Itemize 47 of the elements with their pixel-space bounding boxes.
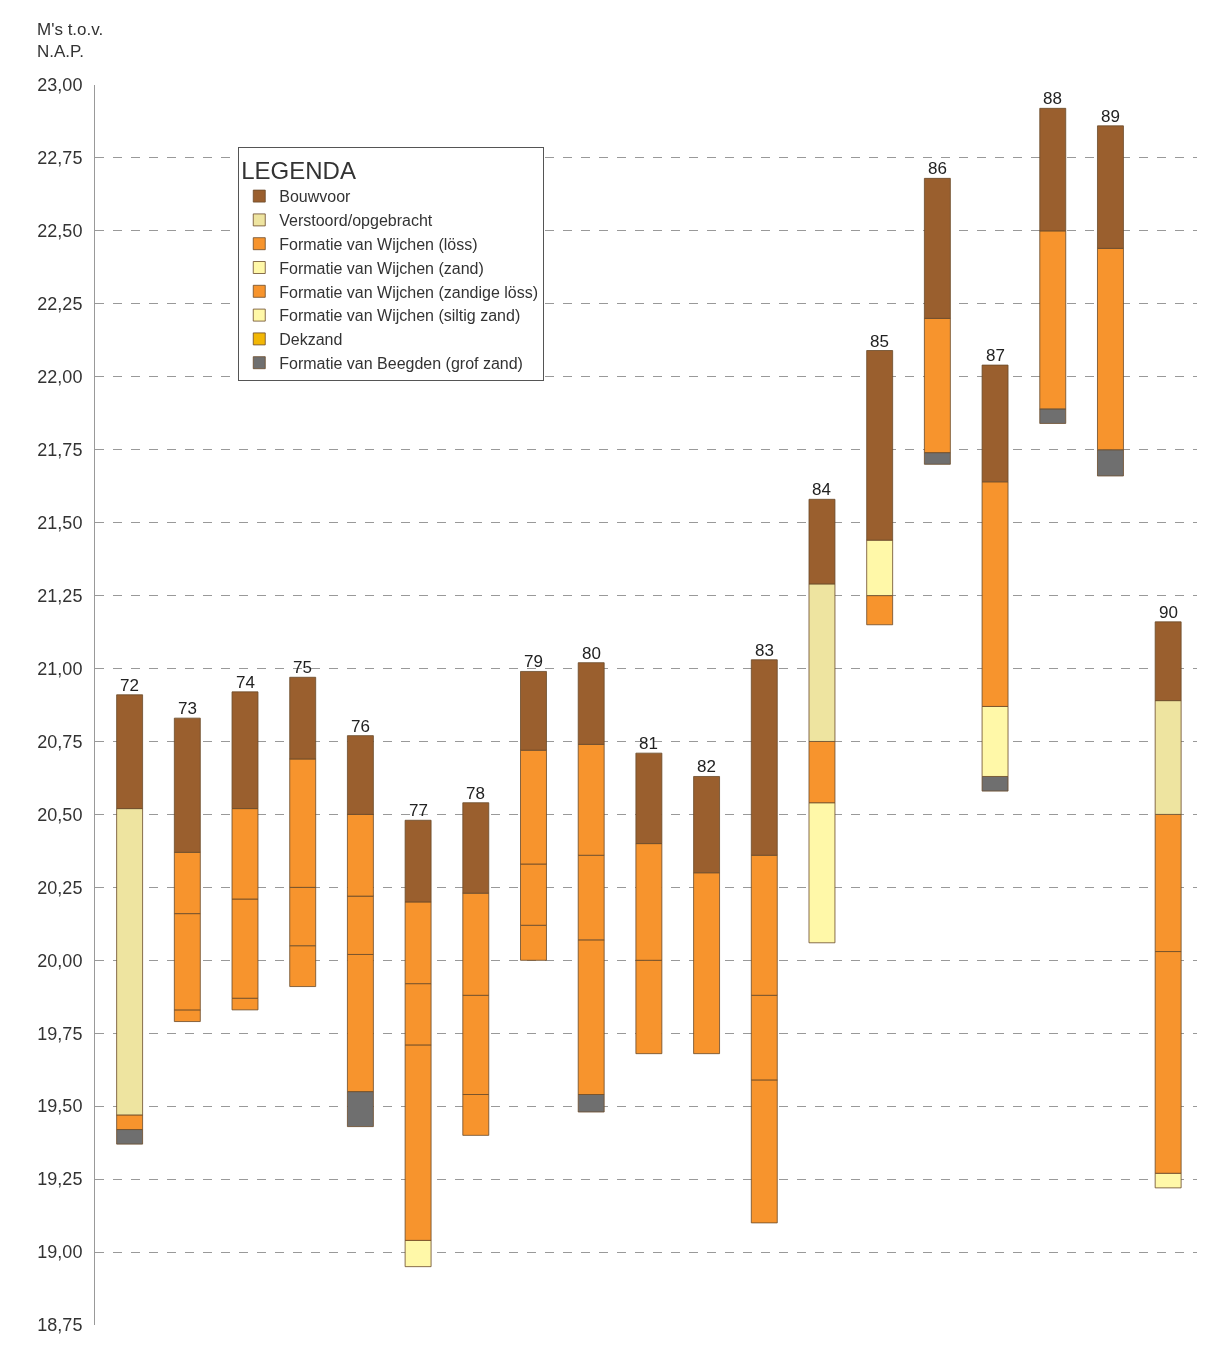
x-tick-label: 80 bbox=[582, 644, 601, 663]
legend-title: LEGENDA bbox=[241, 157, 356, 185]
legend-label: Formatie van Wijchen (löss) bbox=[279, 235, 478, 253]
x-tick-label: 81 bbox=[639, 734, 658, 753]
y-tick-label: 22,00 bbox=[37, 367, 83, 388]
x-tick-label: 90 bbox=[1159, 603, 1178, 622]
x-tick-label: 87 bbox=[986, 346, 1005, 365]
x-tick-label: 89 bbox=[1101, 107, 1120, 126]
y-tick-label: 23,00 bbox=[37, 75, 83, 96]
y-tick-label: 21,50 bbox=[37, 512, 83, 533]
x-tick-label: 73 bbox=[178, 699, 197, 718]
legend-label: Formatie van Wijchen (zand) bbox=[279, 259, 484, 277]
x-tick-label: 82 bbox=[697, 757, 716, 776]
x-tick-label: 74 bbox=[236, 673, 255, 692]
y-tick-label: 19,00 bbox=[37, 1242, 83, 1263]
x-tick-label: 78 bbox=[466, 784, 485, 803]
x-tick-label: 88 bbox=[1043, 89, 1062, 108]
y-tick-label: 18,75 bbox=[37, 1315, 83, 1336]
y-tick-label: 21,25 bbox=[37, 585, 83, 606]
y-tick-label: 21,00 bbox=[37, 658, 83, 679]
y-tick-label: 19,25 bbox=[37, 1169, 83, 1190]
y-tick-label: 21,75 bbox=[37, 440, 83, 461]
y-tick-label: 19,50 bbox=[37, 1096, 83, 1117]
legend-label: Formatie van Wijchen (siltig zand) bbox=[279, 307, 521, 325]
y-tick-label: 20,75 bbox=[37, 731, 83, 752]
x-tick-label: 76 bbox=[351, 717, 370, 736]
x-tick-label: 79 bbox=[524, 652, 543, 671]
y-tick-label: 20,25 bbox=[37, 877, 83, 898]
x-tick-label: 77 bbox=[409, 801, 428, 820]
legend-label: Verstoord/opgebracht bbox=[279, 212, 433, 230]
x-tick-label: 83 bbox=[755, 641, 774, 660]
legend-label: Dekzand bbox=[279, 331, 343, 349]
y-tick-label: 22,25 bbox=[37, 294, 83, 315]
y-axis-title: M's t.o.v. N.A.P. bbox=[37, 20, 104, 62]
x-tick-label: 75 bbox=[293, 658, 312, 677]
x-tick-label: 84 bbox=[812, 480, 831, 499]
legend-label: Bouwvoor bbox=[279, 188, 352, 206]
y-tick-label: 19,75 bbox=[37, 1023, 83, 1044]
x-tick-label: 86 bbox=[928, 159, 947, 178]
y-tick-label: 20,50 bbox=[37, 804, 83, 825]
legend-label: Formatie van Beegden (grof zand) bbox=[279, 354, 523, 372]
x-tick-label: 85 bbox=[870, 332, 889, 351]
y-tick-label: 20,00 bbox=[37, 950, 83, 971]
legend-label: Formatie van Wijchen (zandige löss) bbox=[279, 283, 539, 301]
y-tick-label: 22,75 bbox=[37, 148, 83, 169]
y-tick-label: 22,50 bbox=[37, 221, 83, 242]
x-tick-label: 72 bbox=[120, 676, 139, 695]
